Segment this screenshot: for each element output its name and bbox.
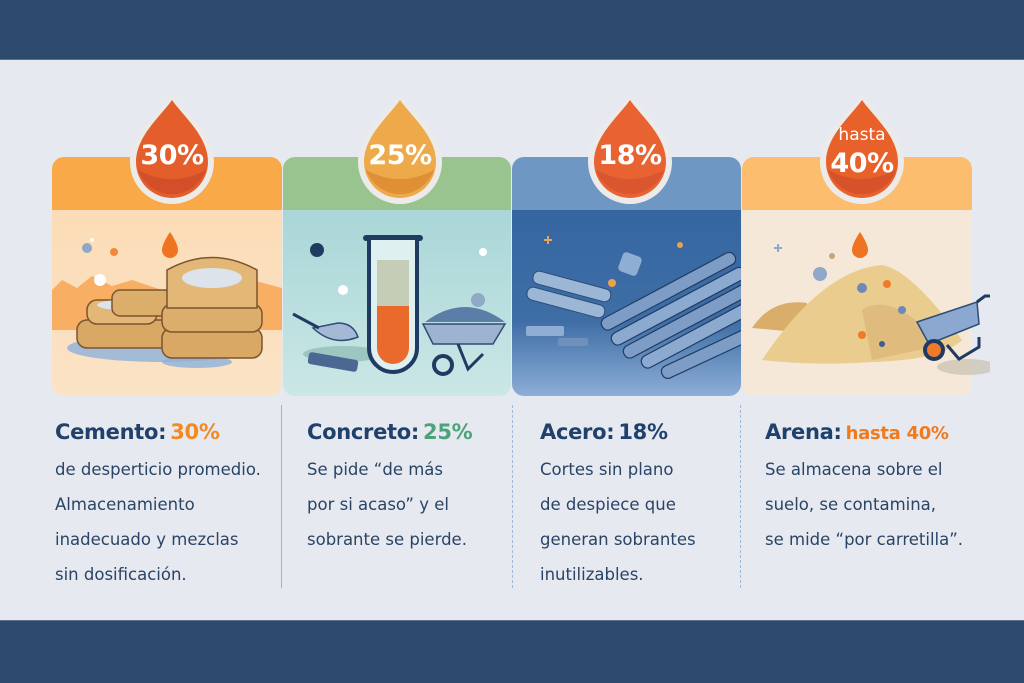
description-line: Se almacena sobre el — [765, 460, 943, 479]
description-line: inutilizables. — [540, 565, 644, 584]
drop-icon — [358, 94, 442, 204]
description-line: Almacenamiento — [55, 495, 195, 514]
text-concreto: Concreto: 25% Se pide “de más por si acas… — [307, 420, 507, 557]
card-arena — [742, 157, 990, 396]
badge-value: 25% — [368, 140, 432, 171]
badge-acero: 18% — [584, 92, 676, 206]
column-divider — [740, 405, 741, 588]
description-line: Cortes sin plano — [540, 460, 674, 479]
material-description: Se almacena sobre el suelo, se contamina… — [765, 452, 1005, 557]
description-line: de desperticio promedio. — [55, 460, 261, 479]
badge-cemento: 30% — [126, 92, 218, 206]
badge-arena: hasta 40% — [816, 92, 908, 206]
description-line: sobrante se pierde. — [307, 530, 467, 549]
drop-icon — [588, 94, 672, 204]
badge-value: 30% — [140, 140, 204, 171]
material-description: de desperticio promedio. Almacenamiento … — [55, 452, 280, 592]
description-line: generan sobrantes — [540, 530, 696, 549]
badge-concreto: 25% — [354, 92, 446, 206]
description-line: se mide “por carretilla”. — [765, 530, 964, 549]
badge-prefix: hasta — [838, 125, 886, 145]
description-line: Se pide “de más — [307, 460, 443, 479]
bottom-band — [0, 620, 1024, 683]
card-concreto — [283, 157, 511, 396]
text-cemento: Cemento: 30% de desperticio promedio. Alm… — [55, 420, 280, 592]
test-tube-wheelbarrow-icon — [292, 235, 507, 376]
material-percentage: 30% — [170, 420, 220, 444]
description-line: por si acaso” y el — [307, 495, 449, 514]
material-description: Se pide “de más por si acaso” y el sobra… — [307, 452, 507, 557]
top-band — [0, 0, 1024, 60]
drop-icon — [130, 94, 214, 204]
text-acero: Acero: 18% Cortes sin plano de despiece q… — [540, 420, 735, 592]
material-percentage: 18% — [618, 420, 668, 444]
steel-bars-icon — [526, 236, 741, 379]
material-title: Acero: 18% — [540, 420, 735, 444]
material-title: Arena: hasta 40% — [765, 420, 1005, 444]
material-name: Arena: — [765, 420, 842, 444]
material-description: Cortes sin plano de despiece que generan… — [540, 452, 735, 592]
cement-bags-icon — [52, 232, 282, 368]
material-percentage: hasta 40% — [845, 423, 949, 444]
description-line: sin dosificación. — [55, 565, 187, 584]
material-title: Cemento: 30% — [55, 420, 280, 444]
badge-value: 40% — [830, 148, 894, 179]
material-name: Concreto: — [307, 420, 420, 444]
drop-icon — [820, 94, 904, 204]
column-divider — [512, 405, 513, 588]
description-line: de despiece que — [540, 495, 676, 514]
material-name: Acero: — [540, 420, 615, 444]
column-divider — [281, 405, 282, 588]
material-percentage: 25% — [423, 420, 473, 444]
card-cemento — [52, 157, 282, 396]
sand-pile-wheelbarrow-icon — [752, 232, 990, 375]
description-line: suelo, se contamina, — [765, 495, 937, 514]
badge-value: 18% — [598, 140, 662, 171]
description-line: inadecuado y mezclas — [55, 530, 239, 549]
text-arena: Arena: hasta 40% Se almacena sobre el sue… — [765, 420, 1005, 557]
material-title: Concreto: 25% — [307, 420, 507, 444]
material-name: Cemento: — [55, 420, 167, 444]
